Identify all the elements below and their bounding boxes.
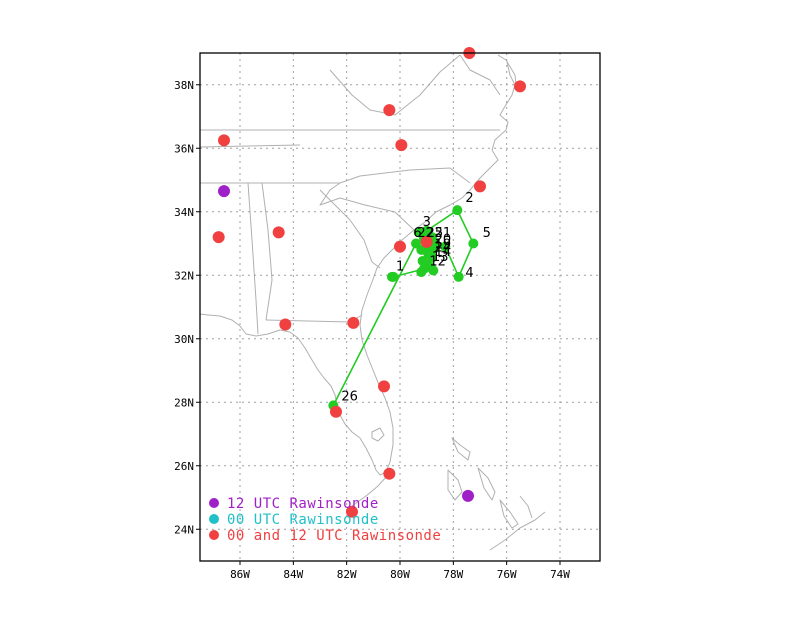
track-point [421,225,432,236]
rawinsonde-marker-12utc [462,489,474,502]
florida-keys [351,475,388,507]
legend-marker-12utc [209,498,219,508]
track-point-label: 20 [435,233,452,248]
y-tick-label: 26N [174,460,194,473]
rawinsonde-marker-12utc [218,185,230,198]
track-point-label: 19 [435,237,452,252]
track-point-label: 13 [432,250,449,265]
track-point-label: 12 [429,255,446,270]
rawinsonde-marker-both [272,226,285,239]
y-tick-label: 28N [174,396,194,409]
track-point-label: 24 [435,240,452,255]
rawinsonde-marker-both [218,134,230,147]
legend-marker-both [209,530,219,540]
state-border-tn-ga [200,167,471,184]
rawinsonde-marker-both [347,316,360,329]
state-border-ga-fl [265,314,363,323]
track-point-label: 14 [435,245,452,260]
coastline-atlantic [199,61,516,476]
track-point [417,255,428,266]
track-point-label: 1 [396,259,404,274]
track-point-label: 4 [465,266,473,281]
track-point [452,205,463,216]
x-tick-label: 78W [443,568,463,581]
track-point-label: 26 [341,390,358,405]
track-point [416,267,427,278]
legend: 12 UTC Rawinsonde 00 UTC Rawinsonde 00 a… [209,496,441,544]
rawinsonde-marker-both [383,104,396,117]
legend-label-12utc: 12 UTC Rawinsonde [227,496,379,512]
track-point-label: 5 [483,226,491,241]
state-border-ga-sc [319,189,381,269]
bahamas-cat [519,495,533,519]
x-tick-label: 80W [390,568,410,581]
state-border-ky-tn [199,144,301,148]
track-point [413,227,424,238]
y-tick-label: 30N [174,333,194,346]
track-point-label: 22 [417,226,434,241]
rawinsonde-marker-both [212,231,225,244]
rawinsonde-marker-both [395,139,408,152]
state-border-al-ga [261,182,273,321]
track-point [468,238,479,249]
track-point [425,249,436,260]
state-border-wv-va [329,54,461,116]
state-border-ms-al [247,182,259,335]
track-point [411,238,421,249]
x-tick-label: 76W [497,568,517,581]
legend-label-both: 00 and 12 UTC Rawinsonde [227,528,441,544]
rawinsonde-marker-both [514,80,526,93]
x-tick-label: 74W [550,568,570,581]
bahamas-abaco [451,437,471,461]
y-tick-label: 24N [174,523,194,536]
track-point-label: 3 [423,215,431,230]
cuba-coast [489,511,546,551]
y-tick-label: 34N [174,206,194,219]
x-tick-label: 84W [283,568,303,581]
track-point [388,271,399,282]
bahamas-exuma [499,499,519,529]
rawinsonde-marker-both [279,318,292,331]
track-point [425,262,436,273]
x-tick-label: 86W [230,568,250,581]
delmarva [497,54,517,86]
axis-ticks: 86W 84W 82W 80W 78W 76W 74W 24N 26N 28N 30N 32N 34N 3… [174,79,570,581]
rawinsonde-marker-both [394,240,406,253]
track-point [453,271,464,282]
legend-marker-00utc [209,514,219,524]
track-point-label: 2 [465,191,473,206]
track-point-label: 21 [435,226,452,241]
storm-track [328,205,479,411]
x-tick-label: 82W [337,568,357,581]
gridlines [200,53,600,561]
bahamas-andros [447,469,463,501]
rawinsonde-marker-both [383,467,396,480]
rawinsonde-marker-both [330,405,342,418]
y-tick-label: 32N [174,269,194,282]
rawinsonde-marker-both [474,180,486,193]
rawinsonde-marker-both [378,380,390,393]
rawinsonde-marker-both [346,505,358,518]
geography-layer [199,54,546,551]
track-point-label: 25 [427,226,444,241]
rawinsonde-marker-both [420,235,433,248]
bahamas-eleuthera [477,467,496,501]
state-border-va-md [459,54,501,96]
state-border-sc-nc [319,182,415,231]
y-tick-label: 36N [174,142,194,155]
track-point-label: 6 [413,226,421,241]
track-point [440,241,451,252]
rawinsonde-sites [212,47,526,518]
legend-label-00utc: 00 UTC Rawinsonde [227,512,379,528]
y-tick-label: 38N [174,79,194,92]
lake-okeechobee [371,427,385,442]
